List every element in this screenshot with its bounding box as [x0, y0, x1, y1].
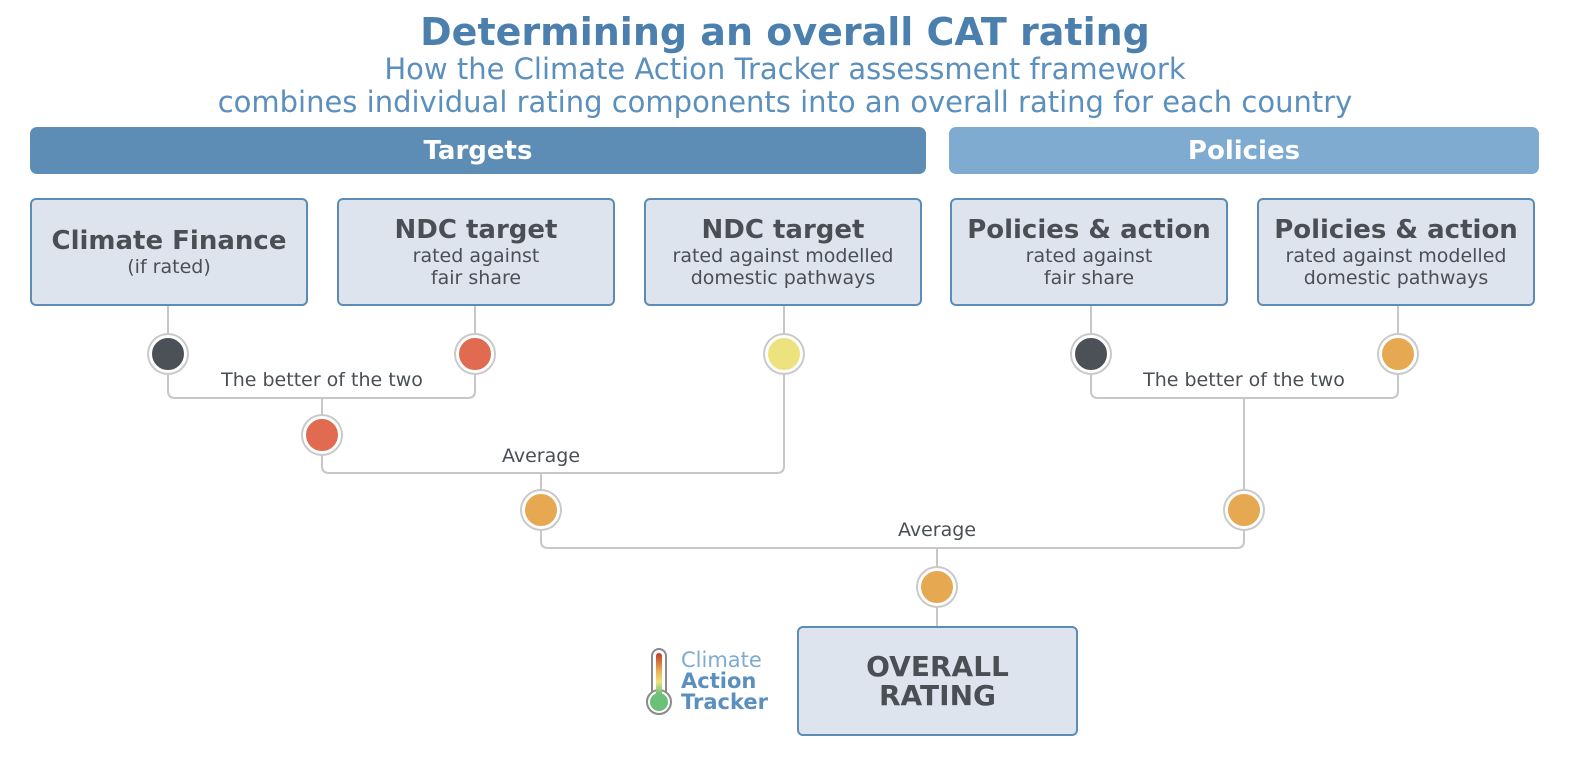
box-title: Policies & action — [1274, 215, 1518, 245]
box-subtitle: fair share — [1043, 267, 1135, 289]
box-subtitle: rated against — [412, 245, 540, 267]
logo-line-3: Tracker — [681, 690, 768, 714]
rating-dot-policies-fair-share — [1072, 335, 1110, 373]
rating-dot-ndc-domestic — [765, 335, 803, 373]
overall-line-2: RATING — [879, 679, 996, 712]
better-of-two-label-left: The better of the two — [221, 369, 423, 391]
logo-line-1: Climate — [681, 648, 762, 672]
average-label-center: Average — [897, 519, 977, 541]
box-subtitle: domestic pathways — [690, 267, 876, 289]
box-subtitle: rated against modelled — [672, 245, 894, 267]
rating-dot-better-policies — [1225, 491, 1263, 529]
policies-fair-share-box: Policies & action rated against fair sha… — [950, 198, 1228, 306]
logo-line-2: Action — [681, 669, 757, 693]
logo-text: Climate Action Tracker — [681, 650, 768, 713]
subtitle-line-2: combines individual rating components in… — [217, 85, 1353, 119]
average-bracket-left — [321, 373, 785, 474]
targets-banner: Targets — [30, 127, 926, 174]
climate-finance-box: Climate Finance (if rated) — [30, 198, 308, 306]
page-title: Determining an overall CAT rating — [420, 10, 1150, 54]
box-subtitle: fair share — [430, 267, 522, 289]
average-label-left: Average — [501, 445, 581, 467]
ndc-fair-share-box: NDC target rated against fair share — [337, 198, 615, 306]
rating-dot-policies-domestic — [1379, 335, 1417, 373]
rating-dot-overall — [918, 568, 956, 606]
rating-dot-ndc-fair-share — [456, 335, 494, 373]
subtitle-line-1: How the Climate Action Tracker assessmen… — [384, 52, 1186, 86]
overall-rating-box: OVERALL RATING — [797, 626, 1078, 736]
box-subtitle: rated against modelled — [1285, 245, 1507, 267]
overall-line-1: OVERALL — [866, 650, 1009, 683]
ndc-domestic-pathways-box: NDC target rated against modelled domest… — [644, 198, 922, 306]
box-title: NDC target — [394, 215, 558, 245]
policies-banner: Policies — [949, 127, 1539, 174]
policies-domestic-pathways-box: Policies & action rated against modelled… — [1257, 198, 1535, 306]
box-subtitle: (if rated) — [127, 256, 211, 278]
box-title: NDC target — [701, 215, 865, 245]
rating-dot-climate-finance — [149, 335, 187, 373]
box-subtitle: domestic pathways — [1303, 267, 1489, 289]
box-title: Climate Finance — [51, 226, 287, 256]
thermometer-logo-icon — [646, 648, 672, 715]
rating-dot-average-targets — [522, 491, 560, 529]
rating-dot-better-targets — [303, 416, 341, 454]
average-bracket-center — [540, 529, 1245, 549]
box-title: Policies & action — [967, 215, 1211, 245]
better-of-two-label-right: The better of the two — [1143, 369, 1345, 391]
box-subtitle: rated against — [1025, 245, 1153, 267]
